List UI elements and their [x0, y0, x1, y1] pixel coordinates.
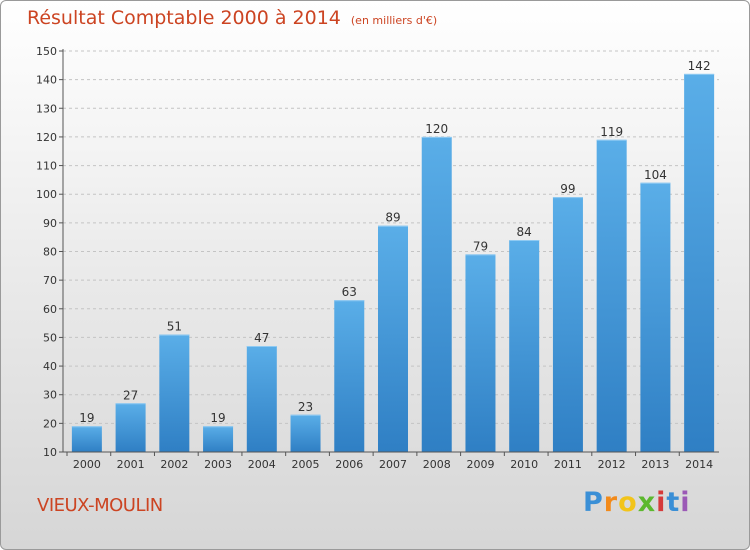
bar: [640, 182, 671, 452]
x-tick-label: 2005: [292, 458, 320, 471]
chart-subtitle: (en milliers d'€): [350, 14, 438, 27]
logo-letter: P: [583, 487, 604, 518]
data-label: 47: [254, 331, 269, 345]
x-axis: 2000 2001 2002 2003 2004 2005 2006 2007 2008 2009…: [63, 451, 719, 471]
x-tick-label: 2007: [379, 458, 407, 471]
y-tick-label: 60: [43, 303, 57, 316]
x-tick-label: 2012: [598, 458, 626, 471]
bar: [421, 136, 452, 452]
x-tick-label: 2011: [554, 458, 582, 471]
y-tick-label: 130: [36, 102, 57, 115]
x-tick-label: 2001: [117, 458, 145, 471]
data-label: 142: [688, 59, 711, 73]
logo-letter: x: [637, 487, 657, 518]
chart-title: Résultat Comptable 2000 à 2014: [27, 7, 341, 29]
commune-name: VIEUX-MOULIN: [37, 495, 163, 516]
data-label: 51: [167, 320, 182, 334]
logo-letter: o: [618, 487, 638, 518]
x-tick-label: 2002: [160, 458, 188, 471]
data-label: 19: [79, 411, 94, 425]
y-tick-label: 80: [43, 246, 57, 259]
x-tick-label: 2009: [466, 458, 494, 471]
bar: [71, 426, 102, 452]
data-label: 104: [644, 168, 667, 182]
data-label: 89: [385, 211, 400, 225]
bar: [246, 346, 277, 452]
bars: 19 27 51 19 47 23 63 89 120 79 84 99 119 104 142: [71, 59, 715, 453]
y-tick-label: 40: [43, 360, 57, 373]
x-tick-label: 2010: [510, 458, 538, 471]
chart-title-block: Résultat Comptable 2000 à 2014 (en millie…: [27, 7, 437, 29]
bar: [684, 73, 715, 453]
data-label: 19: [210, 411, 225, 425]
data-label: 119: [600, 125, 623, 139]
y-tick-label: 110: [36, 160, 57, 173]
logo-letter: i: [680, 487, 691, 518]
data-label: 79: [473, 239, 488, 253]
x-tick-label: 2004: [248, 458, 276, 471]
data-label: 27: [123, 388, 138, 402]
bar: [159, 334, 190, 452]
bar: [203, 426, 234, 452]
y-axis: 10 20 30 40 50 60 70 80 90 100 110 120 130 140 150: [36, 45, 64, 459]
logo-letter: r: [603, 487, 619, 518]
bar: [596, 139, 627, 453]
bar: [290, 414, 321, 452]
data-label: 84: [517, 225, 532, 239]
bar: [378, 225, 408, 452]
data-label: 120: [425, 122, 448, 136]
proxiti-logo: Proxiti: [583, 487, 691, 518]
data-label: 63: [342, 285, 357, 299]
x-tick-label: 2013: [641, 458, 669, 471]
x-tick-label: 2000: [73, 458, 101, 471]
y-tick-label: 10: [43, 446, 57, 459]
y-tick-label: 70: [43, 274, 57, 287]
y-tick-label: 20: [43, 417, 57, 430]
logo-letter: i: [656, 487, 667, 518]
data-label: 23: [298, 400, 313, 414]
data-label: 99: [560, 182, 575, 196]
x-tick-label: 2008: [423, 458, 451, 471]
bar: [509, 240, 540, 452]
x-tick-label: 2006: [335, 458, 363, 471]
y-tick-label: 90: [43, 217, 57, 230]
bar: [334, 300, 365, 452]
logo-letter: t: [666, 487, 681, 518]
y-tick-label: 120: [36, 131, 57, 144]
x-tick-label: 2014: [685, 458, 713, 471]
bar: [115, 403, 146, 452]
y-tick-label: 100: [36, 188, 57, 201]
y-tick-label: 30: [43, 389, 57, 402]
y-tick-label: 140: [36, 74, 57, 87]
bar: [465, 254, 496, 452]
y-tick-label: 150: [36, 45, 57, 58]
x-tick-label: 2003: [204, 458, 232, 471]
bar: [552, 197, 583, 452]
y-tick-label: 50: [43, 331, 57, 344]
